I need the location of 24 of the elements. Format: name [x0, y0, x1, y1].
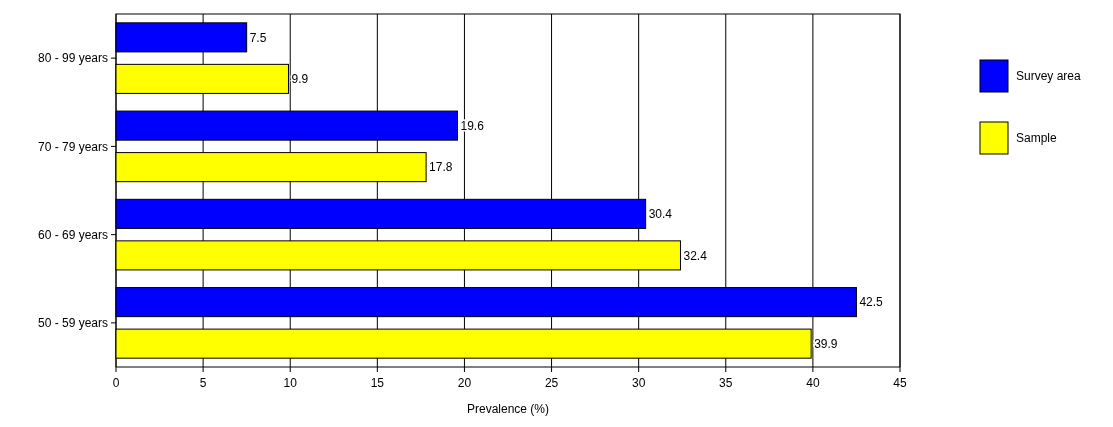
y-tick-label: 50 - 59 years: [37, 316, 108, 331]
x-tick-label: 40: [806, 376, 820, 390]
data-label: 42.5: [859, 295, 884, 310]
data-label: 39.9: [814, 336, 838, 351]
x-tick-label: 10: [283, 376, 298, 390]
y-tick-label: 80 - 99 years: [37, 51, 108, 66]
data-label: 9.9: [291, 72, 309, 87]
data-label: 30.4: [648, 207, 673, 222]
data-label: 32.4: [683, 248, 708, 263]
x-tick-label: 0: [112, 376, 120, 390]
x-tick-label: 15: [370, 376, 385, 390]
data-label: 7.5: [249, 30, 267, 45]
x-tick-label: 30: [631, 376, 646, 390]
text: Survey area: [1016, 69, 1082, 84]
y-tick-label: 60 - 69 years: [37, 227, 108, 242]
text: Sample: [1016, 131, 1058, 146]
x-axis-title: Prevalence (%): [466, 402, 550, 416]
x-tick-label: 5: [199, 376, 207, 390]
x-tick-label: 20: [457, 376, 472, 390]
y-tick-label: 70 - 79 years: [37, 139, 108, 154]
data-label: 17.8: [429, 160, 453, 175]
x-tick-label: 35: [719, 376, 733, 390]
x-tick-label: 25: [544, 376, 559, 390]
x-tick-label: 45: [893, 376, 907, 390]
